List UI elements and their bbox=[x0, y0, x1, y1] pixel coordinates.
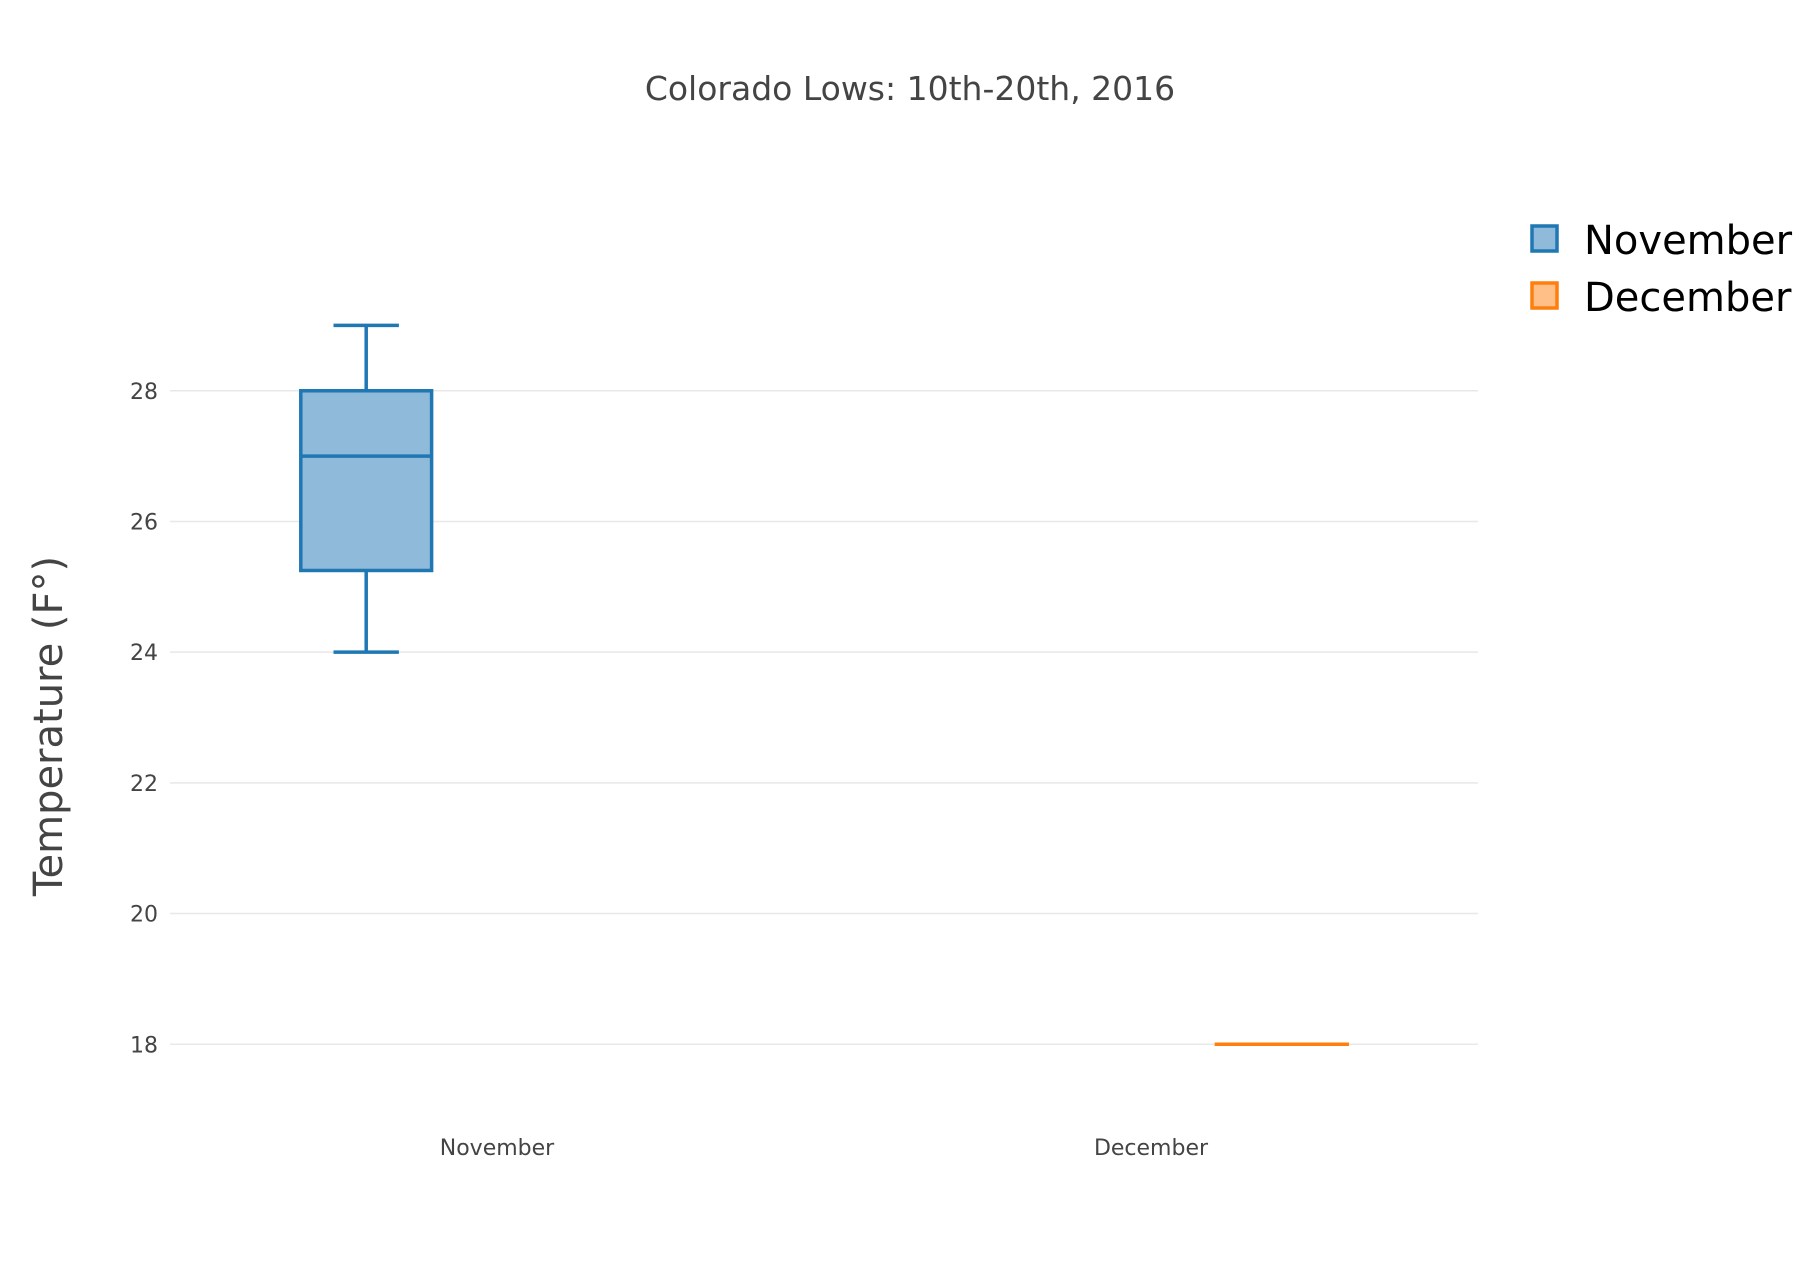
box-iqr-november bbox=[299, 389, 434, 573]
legend-swatch-november bbox=[1530, 224, 1559, 253]
y-tick-label-20: 20 bbox=[130, 903, 158, 928]
legend-swatch-december bbox=[1530, 281, 1559, 310]
x-tick-label-november: November bbox=[440, 1136, 555, 1161]
y-tick-label-22: 22 bbox=[130, 772, 158, 797]
y-tick-label-26: 26 bbox=[130, 510, 158, 535]
box-november[interactable] bbox=[299, 323, 434, 654]
y-tick-label-18: 18 bbox=[130, 1033, 158, 1058]
y-axis-ticks: 18 20 22 24 26 28 bbox=[130, 380, 158, 1058]
box-traces bbox=[299, 323, 1349, 1047]
y-axis-title: Temperature (F°) bbox=[26, 556, 72, 897]
x-tick-label-december: December bbox=[1094, 1136, 1209, 1161]
legend-item-december[interactable]: December bbox=[1530, 275, 1792, 321]
legend[interactable]: November December bbox=[1530, 218, 1793, 321]
legend-label-december: December bbox=[1584, 275, 1792, 321]
legend-label-november: November bbox=[1584, 218, 1793, 264]
chart-title: Colorado Lows: 10th-20th, 2016 bbox=[645, 69, 1175, 108]
y-tick-label-24: 24 bbox=[130, 641, 158, 666]
y-tick-label-28: 28 bbox=[130, 380, 158, 405]
legend-item-november[interactable]: November bbox=[1530, 218, 1793, 264]
x-axis-ticks: November December bbox=[440, 1136, 1209, 1161]
